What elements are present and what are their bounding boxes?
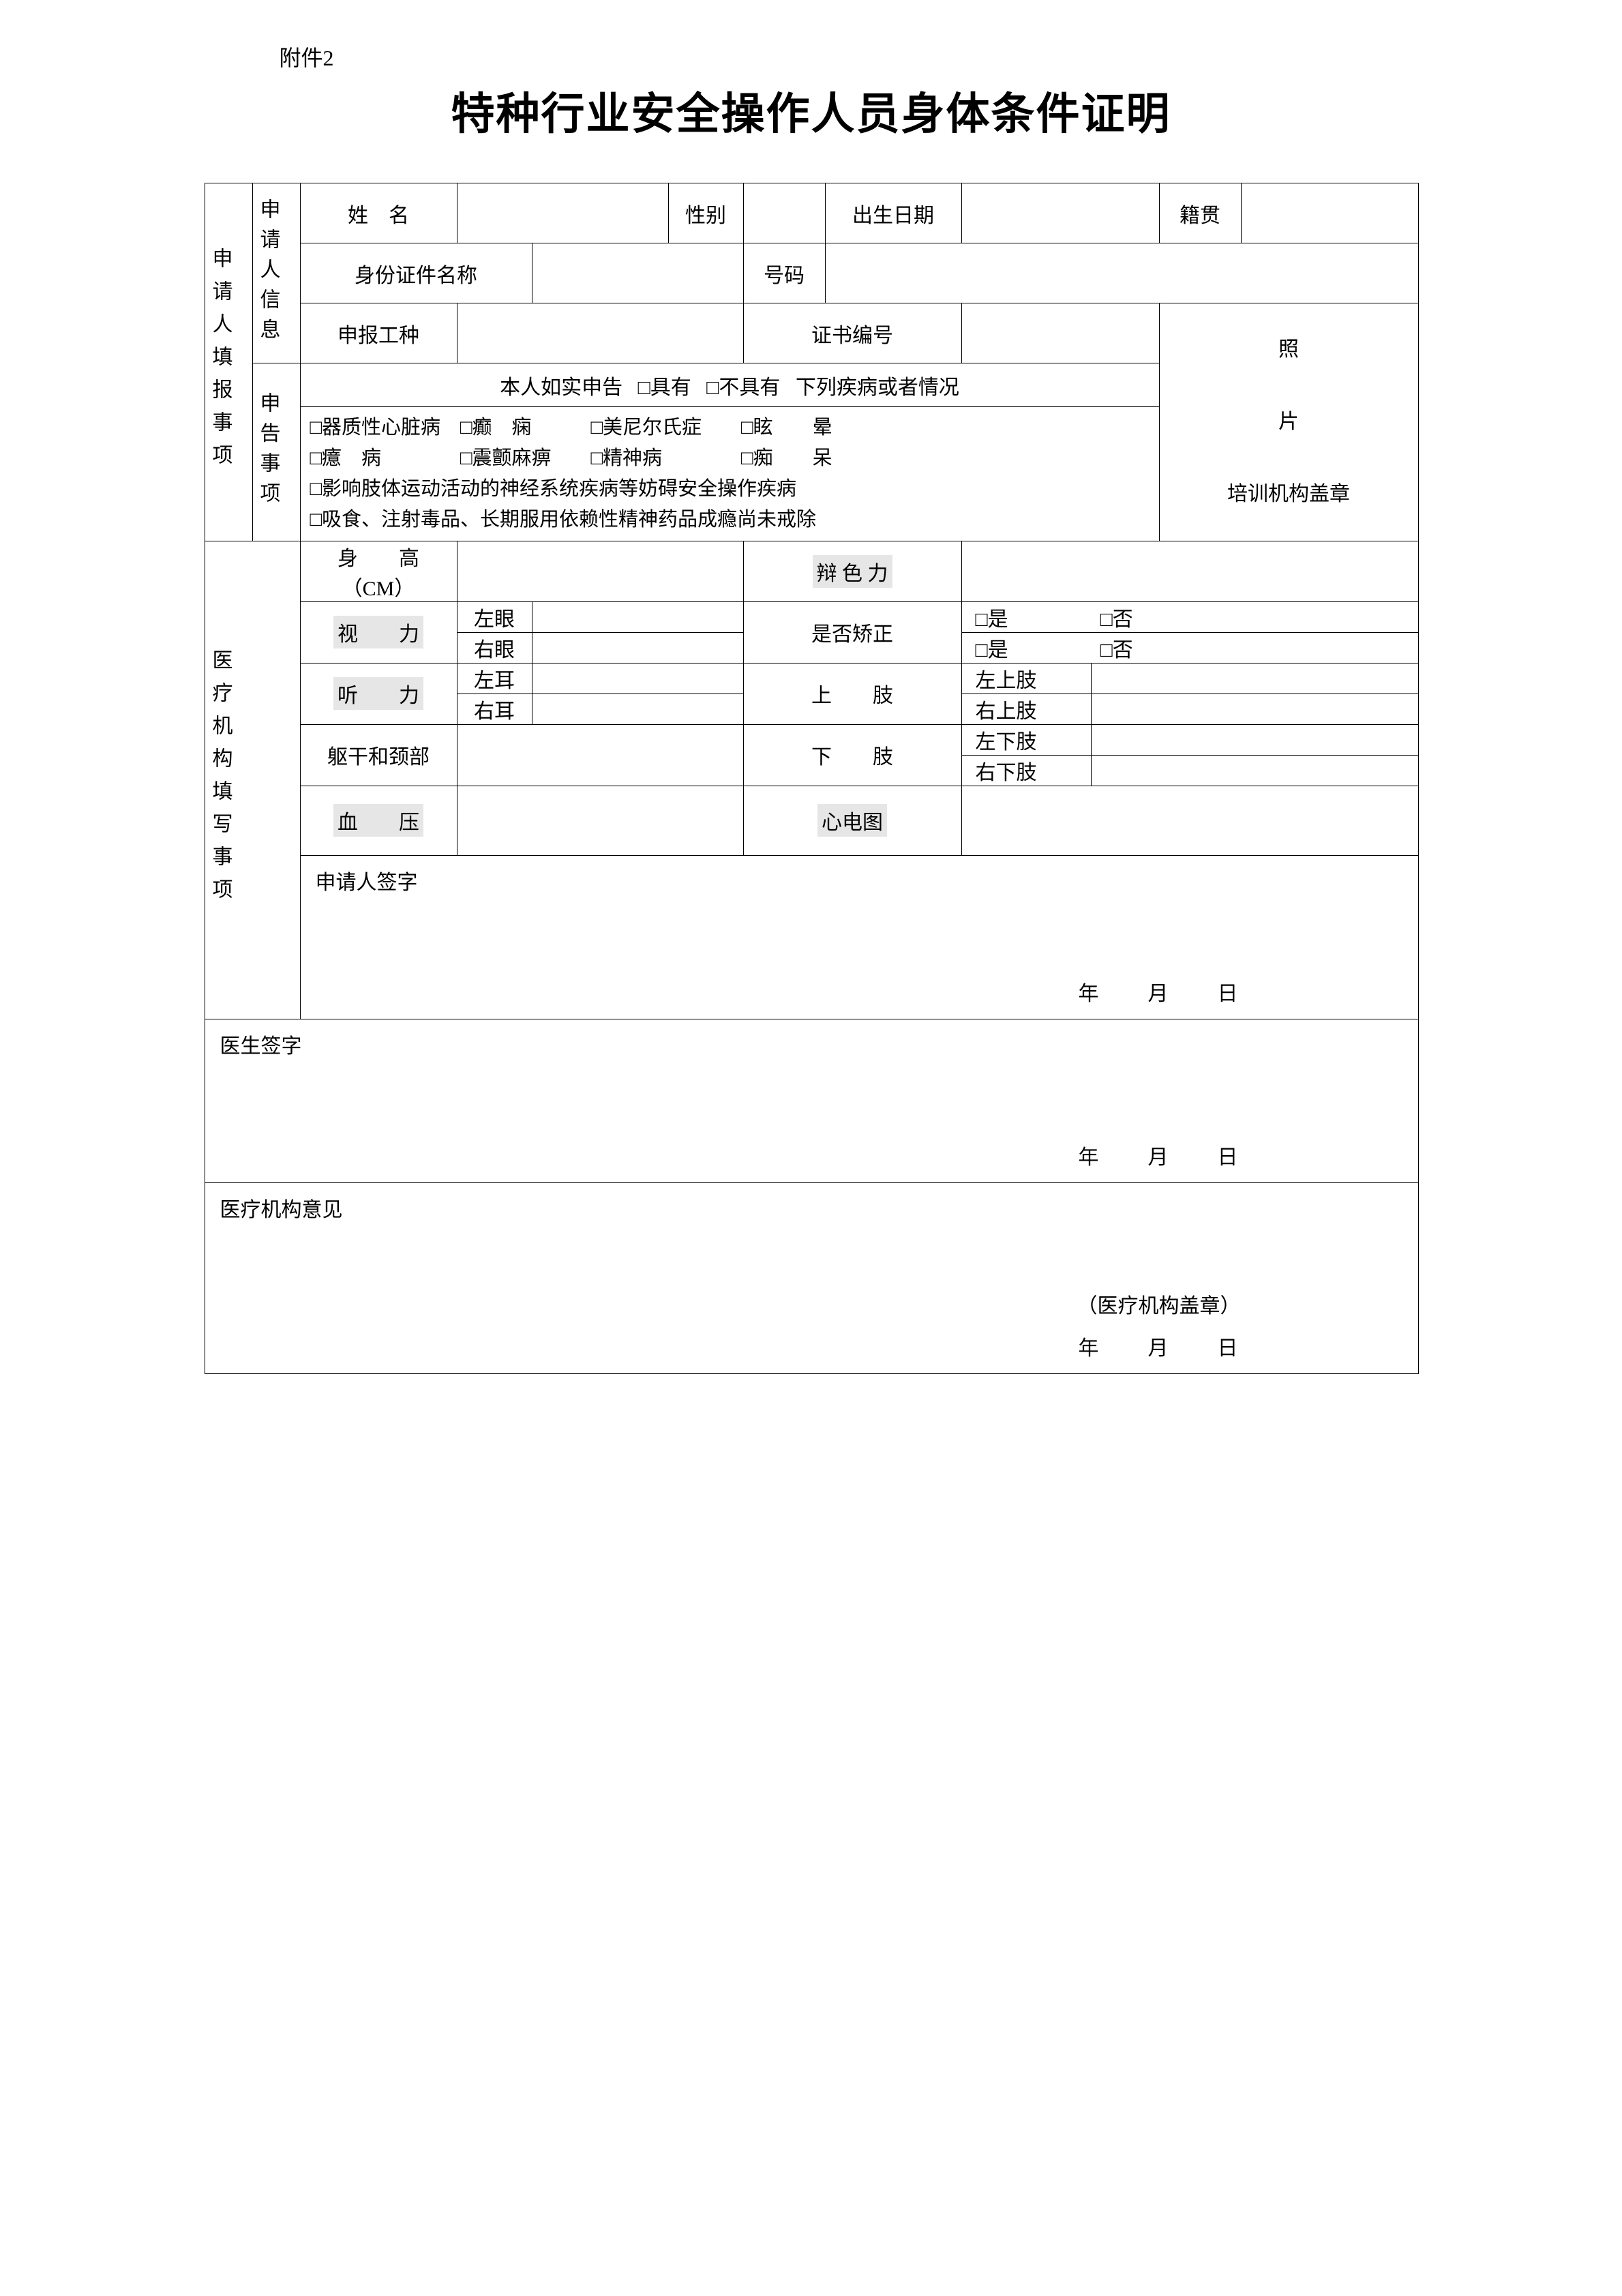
disease-line-2[interactable]: □癔 病 □震颤麻痹 □精神病 □痴 呆 xyxy=(310,443,1150,474)
label-cert-no: 证书编号 xyxy=(743,303,961,363)
input-left-ear[interactable] xyxy=(532,663,743,694)
applicant-signature-block[interactable]: 申请人签字 年 月 日 xyxy=(300,855,1418,1019)
label-hearing: 听 力 xyxy=(300,663,457,724)
label-right-lower: 右下肢 xyxy=(961,755,1091,786)
label-lower-limb: 下 肢 xyxy=(743,724,961,786)
label-job-type: 申报工种 xyxy=(300,303,457,363)
attachment-label: 附件2 xyxy=(280,41,1418,72)
institution-opinion-block[interactable]: 医疗机构意见 （医疗机构盖章） 年 月 日 xyxy=(205,1182,1418,1373)
section-applicant-fill: 申请人填报事项 xyxy=(205,183,252,541)
label-ecg: 心电图 xyxy=(743,786,961,855)
input-right-lower[interactable] xyxy=(1091,755,1418,786)
doctor-date: 年 月 日 xyxy=(1079,1140,1241,1170)
label-color-vision: 辩 色 力 xyxy=(743,541,961,601)
input-job-type[interactable] xyxy=(457,303,743,363)
section-applicant-info: 申请人信息 xyxy=(252,183,300,363)
label-left-ear: 左耳 xyxy=(457,663,532,694)
label-name: 姓 名 xyxy=(300,183,457,243)
checkbox-corrected-left-no[interactable]: □否 xyxy=(1100,608,1133,631)
input-height[interactable] xyxy=(457,541,743,601)
corrected-right-row: □是 □否 xyxy=(961,632,1418,663)
label-height: 身 高 （CM） xyxy=(300,541,457,601)
label-birth: 出生日期 xyxy=(825,183,961,243)
label-gender: 性别 xyxy=(668,183,743,243)
input-right-ear[interactable] xyxy=(532,694,743,724)
label-vision: 视 力 xyxy=(300,601,457,663)
label-right-eye: 右眼 xyxy=(457,632,532,663)
doctor-signature-block[interactable]: 医生签字 年 月 日 xyxy=(205,1019,1418,1182)
checkbox-corrected-right-yes[interactable]: □是 xyxy=(976,639,1008,661)
label-right-upper: 右上肢 xyxy=(961,694,1091,724)
label-bp: 血 压 xyxy=(300,786,457,855)
input-id-no[interactable] xyxy=(825,243,1418,303)
form-page: 附件2 特种行业安全操作人员身体条件证明 申请人填报事项 申请人信息 姓 名 性… xyxy=(205,41,1418,1374)
disease-line-1[interactable]: □器质性心脏病 □癫 痫 □美尼尔氏症 □眩 晕 xyxy=(310,413,1150,443)
input-origin[interactable] xyxy=(1241,183,1418,243)
checkbox-corrected-left-yes[interactable]: □是 xyxy=(976,608,1008,631)
input-gender[interactable] xyxy=(743,183,825,243)
input-trunk-neck[interactable] xyxy=(457,724,743,786)
declaration-header: 本人如实申告 □具有 □不具有 下列疾病或者情况 xyxy=(300,363,1159,407)
form-table: 申请人填报事项 申请人信息 姓 名 性别 出生日期 籍贯 身份证件名称 号码 申… xyxy=(205,183,1419,1374)
input-left-upper[interactable] xyxy=(1091,663,1418,694)
photo-box: 照 片 培训机构盖章 xyxy=(1159,303,1418,541)
input-cert-no[interactable] xyxy=(961,303,1159,363)
form-title: 特种行业安全操作人员身体条件证明 xyxy=(205,79,1418,142)
checkbox-corrected-right-no[interactable]: □否 xyxy=(1100,639,1133,661)
input-name[interactable] xyxy=(457,183,668,243)
institution-stamp-label: （医疗机构盖章） xyxy=(1077,1289,1241,1319)
input-birth[interactable] xyxy=(961,183,1159,243)
disease-line-3[interactable]: □影响肢体运动活动的神经系统疾病等妨碍安全操作疾病 xyxy=(310,474,1150,505)
input-id-doc[interactable] xyxy=(532,243,743,303)
label-right-ear: 右耳 xyxy=(457,694,532,724)
applicant-date: 年 月 日 xyxy=(1079,976,1241,1007)
label-id-doc: 身份证件名称 xyxy=(300,243,532,303)
label-trunk-neck: 躯干和颈部 xyxy=(300,724,457,786)
disease-line-4[interactable]: □吸食、注射毒品、长期服用依赖性精神药品成瘾尚未戒除 xyxy=(310,505,1150,535)
label-left-upper: 左上肢 xyxy=(961,663,1091,694)
input-bp[interactable] xyxy=(457,786,743,855)
checkbox-not-has[interactable]: □不具有 xyxy=(706,376,780,399)
institution-date: 年 月 日 xyxy=(1079,1331,1241,1361)
input-right-upper[interactable] xyxy=(1091,694,1418,724)
input-ecg[interactable] xyxy=(961,786,1418,855)
input-right-eye[interactable] xyxy=(532,632,743,663)
label-corrected: 是否矫正 xyxy=(743,601,961,663)
label-id-no: 号码 xyxy=(743,243,825,303)
label-upper-limb: 上 肢 xyxy=(743,663,961,724)
label-left-lower: 左下肢 xyxy=(961,724,1091,755)
label-left-eye: 左眼 xyxy=(457,601,532,632)
declaration-body: □器质性心脏病 □癫 痫 □美尼尔氏症 □眩 晕 □癔 病 □震颤麻痹 □精神病… xyxy=(300,407,1159,541)
input-color-vision[interactable] xyxy=(961,541,1418,601)
checkbox-has[interactable]: □具有 xyxy=(638,376,691,399)
input-left-lower[interactable] xyxy=(1091,724,1418,755)
section-medical: 医疗机构填写事项 xyxy=(205,541,300,1019)
section-declaration: 申告事项 xyxy=(252,363,300,541)
label-origin: 籍贯 xyxy=(1159,183,1241,243)
input-left-eye[interactable] xyxy=(532,601,743,632)
corrected-left-row: □是 □否 xyxy=(961,601,1418,632)
